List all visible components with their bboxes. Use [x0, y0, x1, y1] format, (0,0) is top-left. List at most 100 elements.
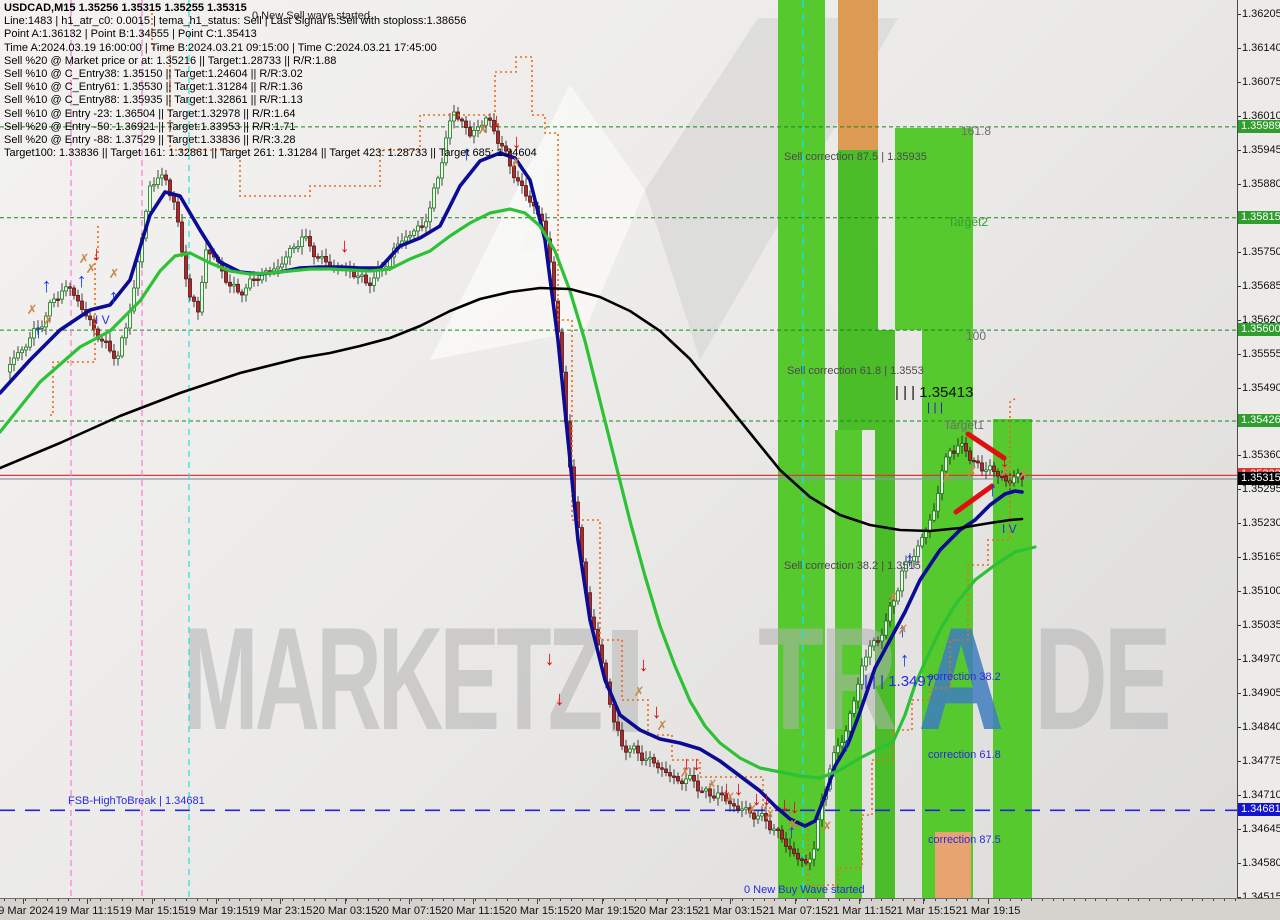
symbol-ohlc-line: USDCAD,M15 1.35256 1.35315 1.35255 1.353…: [4, 2, 247, 14]
time-minor-tick: [1170, 899, 1171, 901]
time-minor-tick: [90, 899, 91, 901]
price-axis[interactable]: 1.36205 1.36140 1.36075 1.36010 1.35945 1.358…: [1238, 0, 1280, 903]
price-tick-label: 1.35035: [1242, 619, 1280, 631]
time-minor-tick: [935, 899, 936, 901]
price-tick-label: 1.35880: [1242, 178, 1280, 190]
time-minor-tick: [411, 899, 412, 901]
time-minor-tick: [132, 899, 133, 901]
time-minor-tick: [593, 899, 594, 901]
wave-status-text: 0 New Sell wave started: [252, 10, 370, 22]
time-minor-tick: [828, 899, 829, 901]
price-tick-mark: [1238, 557, 1241, 558]
time-minor-tick: [550, 899, 551, 901]
time-minor-tick: [560, 899, 561, 901]
time-minor-tick: [539, 899, 540, 901]
time-minor-tick: [807, 899, 808, 901]
time-minor-tick: [1021, 899, 1022, 901]
time-major-tick: [795, 899, 796, 904]
price-tick-mark: [1238, 795, 1241, 796]
time-minor-tick: [764, 899, 765, 901]
time-minor-tick: [817, 899, 818, 901]
time-minor-tick: [881, 899, 882, 901]
time-axis-label: 20 Mar 23:15: [633, 905, 699, 917]
time-minor-tick: [47, 899, 48, 901]
time-minor-tick: [507, 899, 508, 901]
time-minor-tick: [443, 899, 444, 901]
price-tick-label: 1.34580: [1242, 857, 1280, 869]
time-minor-tick: [732, 899, 733, 901]
price-tick-label: 1.34970: [1242, 653, 1280, 665]
price-tick-label: 1.35230: [1242, 517, 1280, 529]
time-minor-tick: [1192, 899, 1193, 901]
time-major-tick: [216, 899, 217, 904]
price-tick-mark: [1238, 523, 1241, 524]
chart-plot-area[interactable]: MARKETZ TR A DE ↓ ↓ ↓ ↓ ↓ ↓ ↓ ↓ ↓ ↓ ↓ ↓ ↓ ↓ ↓ ↓ ↓ ↑ ↑ ↑ ↑ ↑ ↑ ↑…: [0, 0, 1238, 898]
price-tick-label: 1.35750: [1242, 246, 1280, 258]
correction-zone: [935, 832, 971, 898]
time-axis-label: 20 Mar 11:15: [440, 905, 506, 917]
time-minor-tick: [646, 899, 647, 901]
indicator-info-line: Sell %20 @ Entry -88: 1.37529 || Target:…: [4, 134, 296, 147]
time-minor-tick: [346, 899, 347, 901]
price-tick-mark: [1238, 150, 1241, 151]
time-minor-tick: [336, 899, 337, 901]
watermark-letter-i: [612, 630, 638, 732]
indicator-info-line: Sell %20 @ Market price or at: 1.35216 |…: [4, 54, 337, 67]
price-tick-mark: [1238, 693, 1241, 694]
time-minor-tick: [871, 899, 872, 901]
time-major-tick: [23, 899, 24, 904]
correction-zone: [778, 0, 825, 898]
fsb-trailing-stop-line: [151, 13, 1017, 886]
time-minor-tick: [1074, 899, 1075, 901]
price-tick-label: 1.36140: [1242, 42, 1280, 54]
price-level-badge: 1.35815: [1238, 211, 1280, 224]
time-axis-label: 21 Mar 03:15: [697, 905, 763, 917]
time-minor-tick: [143, 899, 144, 901]
time-minor-tick: [293, 899, 294, 901]
time-major-tick: [345, 899, 346, 904]
time-major-tick: [87, 899, 88, 904]
ma-medium-green: [0, 207, 1037, 780]
time-minor-tick: [304, 899, 305, 901]
indicator-info-line: Sell %10 @ C_Entry61: 1.35530 || Target:…: [4, 81, 303, 94]
time-minor-tick: [678, 899, 679, 901]
time-minor-tick: [175, 899, 176, 901]
time-minor-tick: [978, 899, 979, 901]
price-tick-mark: [1238, 48, 1241, 49]
price-level-badge: 1.35426: [1238, 414, 1280, 427]
time-axis-label: 19 Mar 2024: [0, 905, 54, 917]
time-minor-tick: [603, 899, 604, 901]
time-minor-tick: [475, 899, 476, 901]
indicator-info-line: Sell %10 @ C_Entry88: 1.35935 || Target:…: [4, 94, 303, 107]
price-tick-mark: [1238, 82, 1241, 83]
time-axis-label: 20 Mar 15:15: [504, 905, 570, 917]
time-major-tick: [409, 899, 410, 904]
time-minor-tick: [528, 899, 529, 901]
price-tick-mark: [1238, 286, 1241, 287]
price-tick-label: 1.34775: [1242, 755, 1280, 767]
time-minor-tick: [432, 899, 433, 901]
time-minor-tick: [1213, 899, 1214, 901]
time-minor-tick: [946, 899, 947, 901]
price-tick-mark: [1238, 829, 1241, 830]
time-minor-tick: [218, 899, 219, 901]
time-minor-tick: [1106, 899, 1107, 901]
time-minor-tick: [742, 899, 743, 901]
time-minor-tick: [325, 899, 326, 901]
price-tick-label: 1.34840: [1242, 721, 1280, 733]
candlestick-chart[interactable]: [0, 0, 1237, 898]
time-minor-tick: [1063, 899, 1064, 901]
price-tick-mark: [1238, 455, 1241, 456]
price-level-badge: 1.34681: [1238, 803, 1280, 816]
time-major-tick: [473, 899, 474, 904]
time-minor-tick: [1042, 899, 1043, 901]
time-minor-tick: [1181, 899, 1182, 901]
time-minor-tick: [229, 899, 230, 901]
time-minor-tick: [667, 899, 668, 901]
time-minor-tick: [250, 899, 251, 901]
time-minor-tick: [1202, 899, 1203, 901]
time-axis-label: 20 Mar 19:15: [569, 905, 635, 917]
trend-segment: [965, 431, 1007, 461]
